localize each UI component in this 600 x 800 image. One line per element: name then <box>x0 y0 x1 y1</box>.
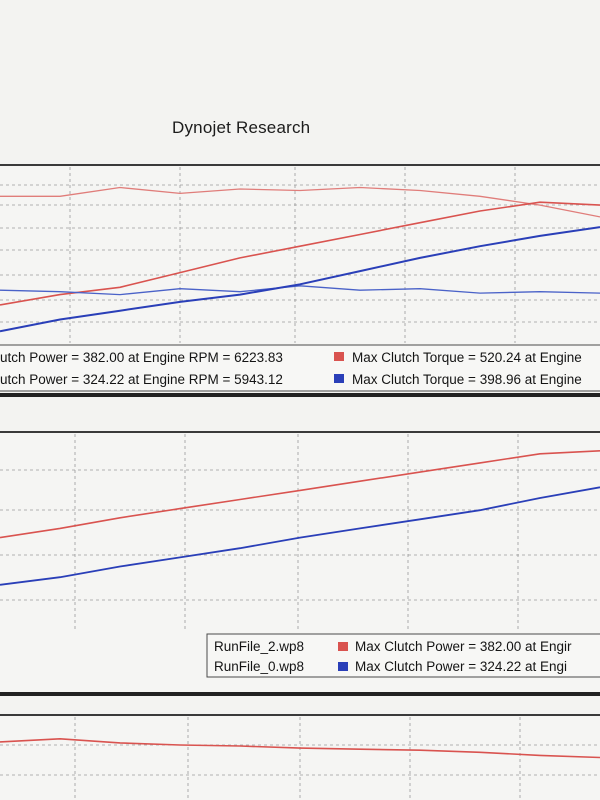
series-line-runfile-0-power <box>0 226 600 333</box>
chart-panel-3 <box>0 714 600 800</box>
legend-max-power-run0: Max Clutch Power = 324.22 at Engi <box>355 659 567 674</box>
legend-max-power-run2: Max Clutch Power = 382.00 at Engir <box>355 639 572 654</box>
legend-run0-torque: Max Clutch Torque = 398.96 at Engine <box>352 372 582 387</box>
panel-2-legend-box <box>206 633 600 678</box>
series-line-runfile-2-torque <box>0 186 600 218</box>
legend-file-run0: RunFile_0.wp8 <box>214 659 304 674</box>
panel-2-series <box>0 450 600 586</box>
panel-1-legend: utch Power = 382.00 at Engine RPM = 6223… <box>0 344 600 392</box>
legend-swatch-run2-p2 <box>338 642 348 651</box>
panel-2-grid <box>0 434 600 632</box>
panel-2-legend: RunFile_2.wp8 RunFile_0.wp8 Max Clutch P… <box>206 633 600 678</box>
legend-run2-power: utch Power = 382.00 at Engine RPM = 6223… <box>0 350 283 365</box>
legend-swatch-run0 <box>334 374 344 383</box>
panel-3-series <box>0 737 600 759</box>
legend-file-run2: RunFile_2.wp8 <box>214 639 304 654</box>
legend-run2-torque: Max Clutch Torque = 520.24 at Engine <box>352 350 582 365</box>
series-line-runfile-0-wp8 <box>0 486 600 586</box>
series-line-runfile-2-wp8 <box>0 450 600 539</box>
series-line-runfile-2-power <box>0 201 600 306</box>
panel-1-grid <box>0 167 600 343</box>
panel-1-legend-box <box>0 344 600 392</box>
chart-panel-1: utch Power = 382.00 at Engine RPM = 6223… <box>0 164 600 397</box>
legend-run0-power: utch Power = 324.22 at Engine RPM = 5943… <box>0 372 283 387</box>
series-line-runfile-0-torque <box>0 285 600 296</box>
legend-swatch-run2 <box>334 352 344 361</box>
panel-3-frame <box>0 714 600 800</box>
chart-panel-2: RunFile_2.wp8 RunFile_0.wp8 Max Clutch P… <box>0 431 600 696</box>
panel-1-series <box>0 186 600 333</box>
panel-3-grid <box>0 717 600 800</box>
page-title: Dynojet Research <box>172 118 311 137</box>
series-line-runfile-2-wp8 <box>0 737 600 759</box>
legend-swatch-run0-p2 <box>338 662 348 671</box>
